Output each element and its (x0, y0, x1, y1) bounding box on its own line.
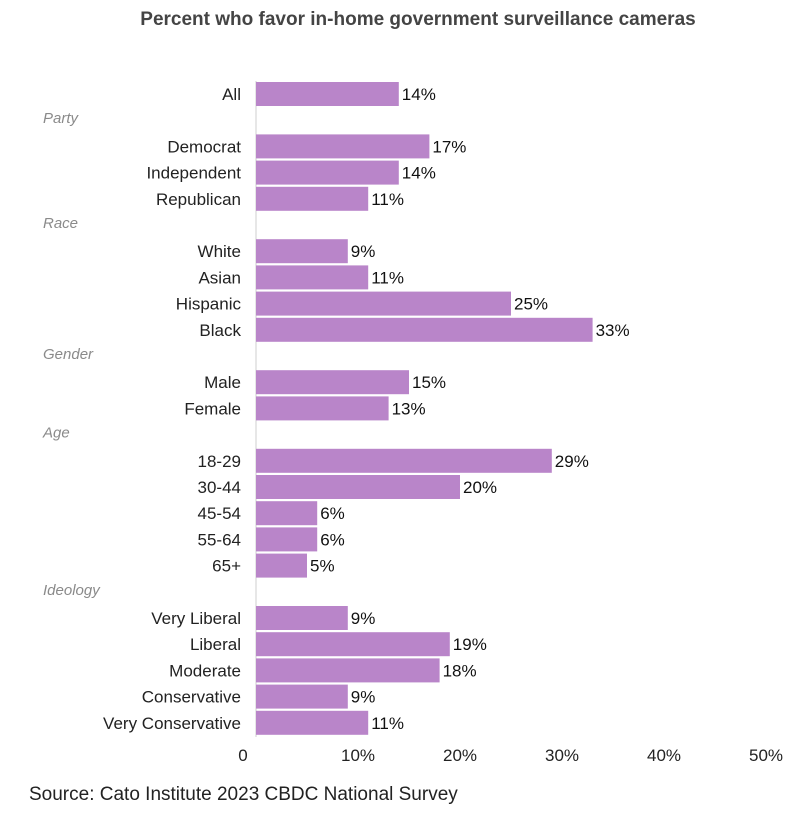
category-label-all: All (222, 85, 241, 104)
category-label-moderate: Moderate (169, 661, 241, 680)
category-label-hispanic: Hispanic (176, 295, 242, 314)
bar-55-64 (256, 527, 318, 552)
bar-female (256, 396, 389, 421)
x-tick-label: 50% (749, 746, 783, 765)
bar-30-44 (256, 475, 460, 499)
category-label-conservative: Conservative (142, 688, 241, 707)
x-tick-label: 40% (647, 746, 681, 765)
group-label-age: Age (42, 425, 70, 442)
category-label-male: Male (204, 373, 241, 392)
value-label-30-44: 20% (463, 478, 497, 497)
group-label-ideology: Ideology (43, 582, 101, 599)
bar-liberal (256, 632, 450, 657)
x-axis-ticks: 0 10% 20% 30% 40% 50% (238, 746, 783, 765)
x-tick-label: 30% (545, 746, 579, 765)
category-label-30-44: 30-44 (198, 478, 241, 497)
category-label-independent: Independent (146, 164, 241, 183)
bar-hispanic (256, 291, 511, 316)
value-label-conservative: 9% (351, 688, 376, 707)
value-label-black: 33% (596, 321, 630, 340)
category-label-republican: Republican (156, 190, 241, 209)
value-label-republican: 11% (371, 190, 404, 209)
value-label-very-liberal: 9% (351, 609, 376, 628)
bar-white (256, 239, 348, 264)
category-label-white: White (198, 242, 241, 261)
category-label-65: 65+ (212, 557, 241, 576)
bars-layer: All 14% Democrat 17% Independent 14% Republica… (42, 82, 630, 735)
bar-65 (256, 553, 307, 578)
value-label-democrat: 17% (432, 137, 466, 156)
chart-title: Percent who favor in-home government sur… (140, 9, 696, 30)
value-label-liberal: 19% (453, 635, 487, 654)
bar-very-liberal (256, 606, 348, 630)
value-label-hispanic: 25% (514, 295, 548, 314)
category-label-democrat: Democrat (167, 137, 241, 156)
source-note: Source: Cato Institute 2023 CBDC Nationa… (29, 784, 458, 805)
category-label-45-54: 45-54 (198, 504, 241, 523)
value-label-45-54: 6% (320, 504, 345, 523)
value-label-65: 5% (310, 557, 335, 576)
value-label-all: 14% (402, 85, 436, 104)
x-tick-label: 0 (238, 746, 247, 765)
bar-very-conservative (256, 710, 369, 735)
bar-independent (256, 160, 399, 185)
group-label-race: Race (43, 215, 78, 232)
x-tick-label: 20% (443, 746, 477, 765)
value-label-18-29: 29% (555, 452, 589, 471)
category-label-18-29: 18-29 (198, 452, 241, 471)
x-tick-label: 10% (341, 746, 375, 765)
value-label-female: 13% (392, 399, 426, 418)
category-label-black: Black (199, 321, 241, 340)
bar-democrat (256, 134, 430, 159)
category-label-55-64: 55-64 (198, 530, 241, 549)
category-label-very-liberal: Very Liberal (151, 609, 241, 628)
bar-all (256, 82, 399, 106)
category-label-liberal: Liberal (190, 635, 241, 654)
bar-18-29 (256, 448, 552, 473)
bar-asian (256, 265, 369, 290)
value-label-independent: 14% (402, 164, 436, 183)
category-label-female: Female (184, 399, 241, 418)
value-label-male: 15% (412, 373, 446, 392)
group-label-gender: Gender (43, 346, 94, 363)
group-label-party: Party (43, 110, 80, 127)
value-label-moderate: 18% (443, 661, 477, 680)
value-label-very-conservative: 11% (371, 714, 404, 733)
value-label-asian: 11% (371, 268, 404, 287)
category-label-very-conservative: Very Conservative (103, 714, 241, 733)
bar-republican (256, 186, 369, 211)
category-label-asian: Asian (198, 268, 241, 287)
bar-45-54 (256, 501, 318, 526)
bar-black (256, 317, 593, 342)
bar-male (256, 370, 409, 395)
value-label-55-64: 6% (320, 530, 345, 549)
bar-moderate (256, 658, 440, 683)
value-label-white: 9% (351, 242, 376, 261)
bar-conservative (256, 684, 348, 709)
